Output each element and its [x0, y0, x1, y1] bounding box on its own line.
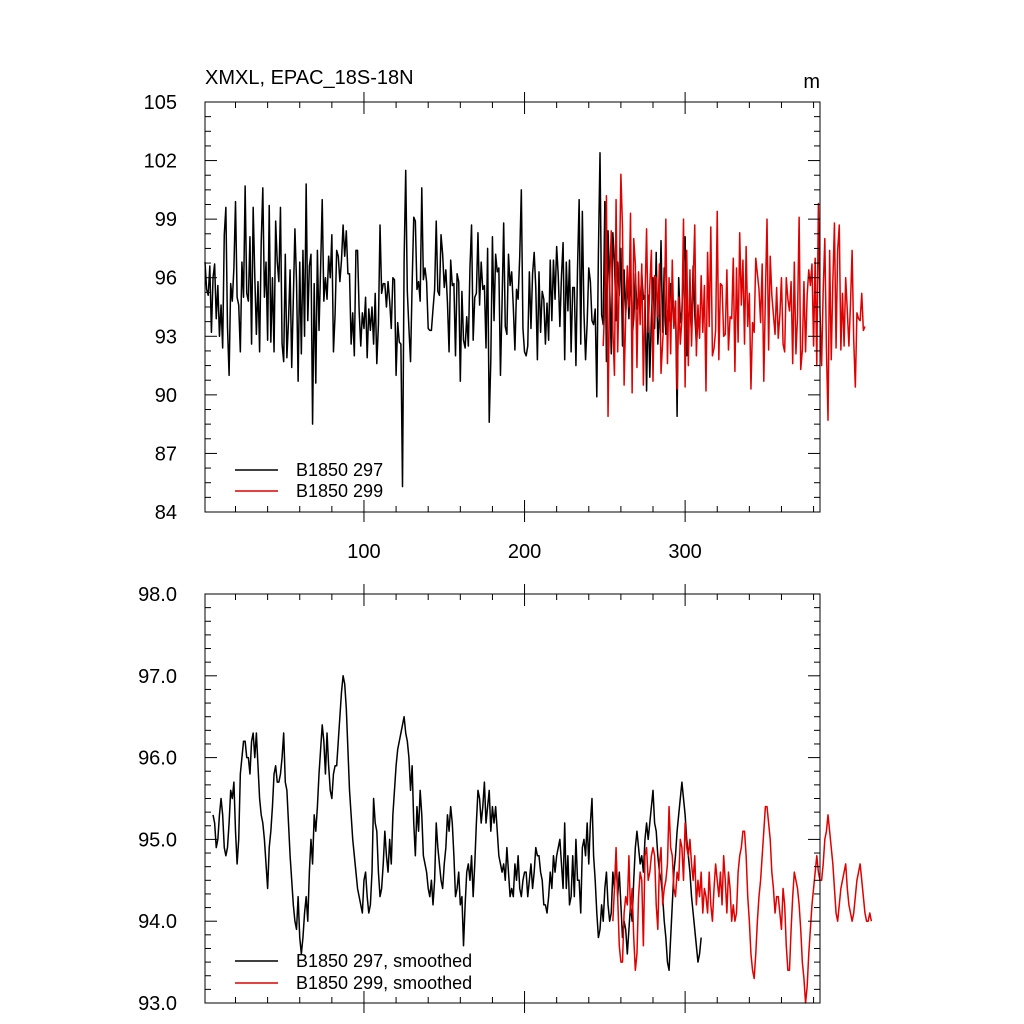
- y-tick-label: 99: [155, 209, 177, 231]
- series-line-1: [212, 675, 702, 972]
- series-line-1: [204, 152, 699, 488]
- series-line-2: [612, 805, 873, 1004]
- y-tick-label: 93: [155, 326, 177, 348]
- x-tick-label: 100: [347, 541, 380, 563]
- top-panel-axes: 84 87 90 93 96 99 102 105 100 200 300: [144, 92, 821, 563]
- legend-label-1: B1850 297: [296, 460, 383, 480]
- legend-label-2: B1850 299: [296, 481, 383, 501]
- top-panel: XMXL, EPAC_18S-18N m 84 87 90 93 96 99 102 105 1…: [144, 67, 866, 563]
- legend-label-1: B1850 297, smoothed: [296, 951, 472, 971]
- y-tick-label: 105: [144, 92, 177, 114]
- top-panel-series: [204, 152, 866, 488]
- bottom-panel-axes: 93.0 94.0 95.0 96.0 97.0 98.0: [138, 584, 821, 1015]
- y-tick-label: 96.0: [138, 748, 177, 770]
- y-tick-label: 84: [155, 502, 177, 524]
- y-tick-label: 95.0: [138, 829, 177, 851]
- legend-label-2: B1850 299, smoothed: [296, 973, 472, 993]
- y-tick-label: 93.0: [138, 993, 177, 1015]
- y-tick-label: 96: [155, 268, 177, 290]
- x-tick-label: 300: [668, 541, 701, 563]
- y-tick-label: 87: [155, 443, 177, 465]
- top-panel-title: XMXL, EPAC_18S-18N: [205, 67, 414, 89]
- series-line-2: [602, 173, 866, 421]
- y-tick-label: 90: [155, 385, 177, 407]
- y-tick-label: 97.0: [138, 666, 177, 688]
- bottom-panel: 93.0 94.0 95.0 96.0 97.0 98.0 B1850 297, smoo…: [138, 584, 873, 1015]
- y-tick-label: 98.0: [138, 584, 177, 606]
- x-tick-label: 200: [508, 541, 541, 563]
- bottom-panel-series: [212, 675, 873, 1004]
- y-tick-label: 94.0: [138, 911, 177, 933]
- y-tick-label: 102: [144, 151, 177, 173]
- top-panel-units: m: [803, 71, 820, 93]
